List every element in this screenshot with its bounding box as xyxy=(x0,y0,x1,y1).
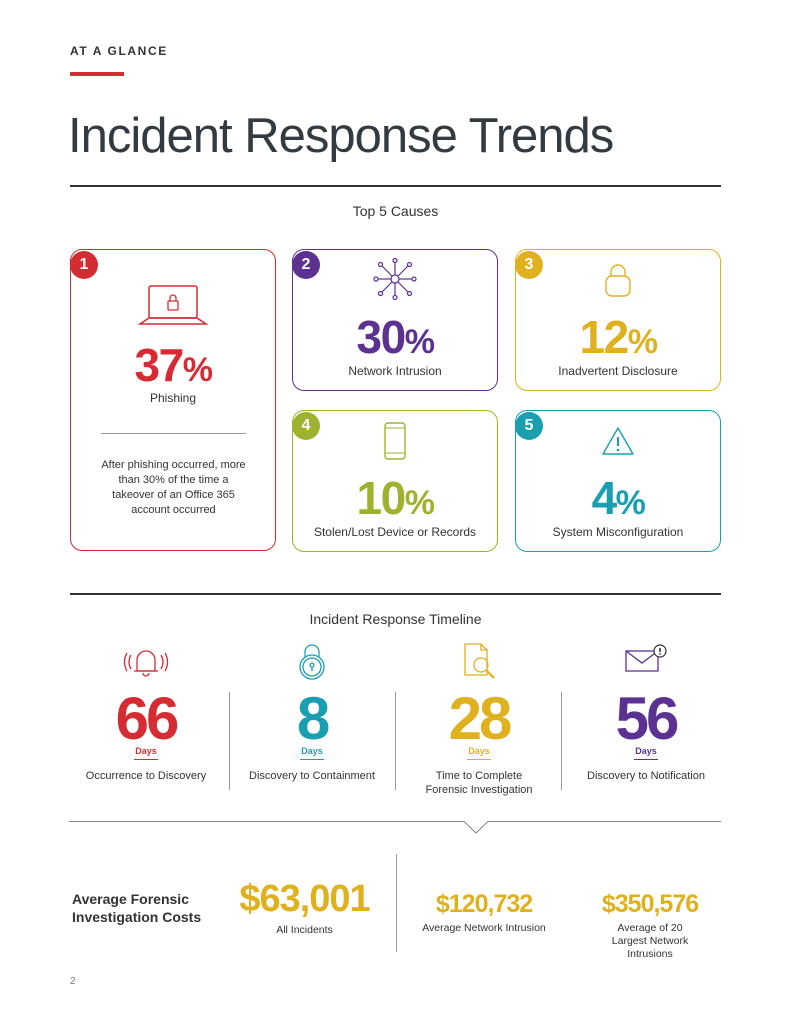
timeline-separator xyxy=(561,692,562,790)
rank-badge: 4 xyxy=(292,412,320,440)
cause-label: Phishing xyxy=(149,391,197,405)
header-divider xyxy=(70,185,721,187)
cost-label: Average of 20 Largest Network Intrusions xyxy=(611,922,689,960)
laptop-lock-icon xyxy=(138,285,208,325)
timeline-value: 66 xyxy=(115,685,180,752)
unit-underline xyxy=(300,759,324,760)
cause-percentage: 30% xyxy=(356,311,435,363)
timeline-unit: Days xyxy=(301,746,323,756)
cost-amount: $63,001 xyxy=(239,878,370,920)
envelope-alert-icon xyxy=(625,644,667,672)
cause-card-5: 5 4% System Misconfiguration xyxy=(515,410,721,552)
timeline-item-3: 28 Days Time to Complete Forensic Invest… xyxy=(399,643,559,805)
cause-card-4: 4 10% Stolen/Lost Device or Records xyxy=(292,410,498,552)
timeline-value: 28 xyxy=(448,685,513,752)
timeline-section-title: Incident Response Timeline xyxy=(309,611,482,627)
page-number: 2 xyxy=(70,976,76,987)
timeline-item-2: 8 Days Discovery to Containment xyxy=(232,644,392,805)
cause-label: Stolen/Lost Device or Records xyxy=(313,525,477,539)
causes-section-title: Top 5 Causes xyxy=(352,203,439,219)
phishing-note: After phishing occurred, more than 30% o… xyxy=(101,459,246,516)
timeline-separator xyxy=(229,692,230,790)
timeline-item-4: 56 Days Discovery to Notification xyxy=(566,644,726,805)
cost-separator xyxy=(396,854,397,952)
unit-underline xyxy=(634,759,658,760)
cause-percentage: 4% xyxy=(591,472,646,524)
rank-badge: 5 xyxy=(515,412,543,440)
rank-badge: 1 xyxy=(70,251,98,279)
rank-badge: 3 xyxy=(515,251,543,279)
lock-icon xyxy=(299,644,325,680)
cost-label: All Incidents xyxy=(276,924,333,936)
costs-heading: Average Forensic Investigation Costs xyxy=(72,891,202,925)
rank-badge: 2 xyxy=(292,251,320,279)
timeline-separator xyxy=(395,692,396,790)
cost-label: Average Network Intrusion xyxy=(422,922,546,934)
timeline-unit: Days xyxy=(135,746,157,756)
cost-amount: $120,732 xyxy=(435,890,533,918)
timeline-item-1: 66 Days Occurrence to Discovery xyxy=(66,645,226,805)
smartphone-icon xyxy=(384,422,406,460)
cause-percentage: 10% xyxy=(356,472,435,524)
timeline-label: Discovery to Notification xyxy=(587,770,705,782)
unit-underline xyxy=(134,759,158,760)
timeline-value: 56 xyxy=(615,685,680,752)
timeline-unit: Days xyxy=(635,746,657,756)
warning-icon xyxy=(602,427,634,455)
cause-card-2: 2 30% Network Intrusion xyxy=(292,249,498,391)
timeline-divider-notch xyxy=(69,821,721,834)
cause-percentage: 37% xyxy=(134,339,213,391)
cause-label: System Misconfiguration xyxy=(552,525,684,539)
eyebrow-label: AT A GLANCE xyxy=(70,44,168,58)
cause-label: Network Intrusion xyxy=(348,364,442,378)
unit-underline xyxy=(467,759,491,760)
cost-item-3: $350,576 Average of 20 Largest Network I… xyxy=(580,890,720,961)
page-title: Incident Response Trends xyxy=(68,109,614,163)
eyebrow-accent-bar xyxy=(70,72,124,76)
cost-amount: $350,576 xyxy=(601,890,699,918)
timeline-label: Occurrence to Discovery xyxy=(85,770,207,782)
causes-divider xyxy=(70,593,721,595)
cause-label: Inadvertent Disclosure xyxy=(558,364,678,378)
document-search-icon xyxy=(464,643,495,679)
timeline-label: Time to Complete Forensic Investigation xyxy=(425,770,533,796)
cause-card-3: 3 12% Inadvertent Disclosure xyxy=(515,249,721,391)
cause-percentage: 12% xyxy=(579,311,658,363)
cause-card-1: 1 37% Phishing After phishing occurred, … xyxy=(70,249,276,551)
cost-item-1: $63,001 All Incidents xyxy=(222,878,387,937)
timeline-value: 8 xyxy=(296,685,330,752)
timeline-unit: Days xyxy=(468,746,490,756)
padlock-icon xyxy=(605,264,631,297)
card-divider xyxy=(101,433,246,434)
alarm-bell-icon xyxy=(123,650,169,677)
network-icon xyxy=(373,258,417,300)
timeline-label: Discovery to Containment xyxy=(249,770,375,782)
cost-item-2: $120,732 Average Network Intrusion xyxy=(404,890,564,935)
